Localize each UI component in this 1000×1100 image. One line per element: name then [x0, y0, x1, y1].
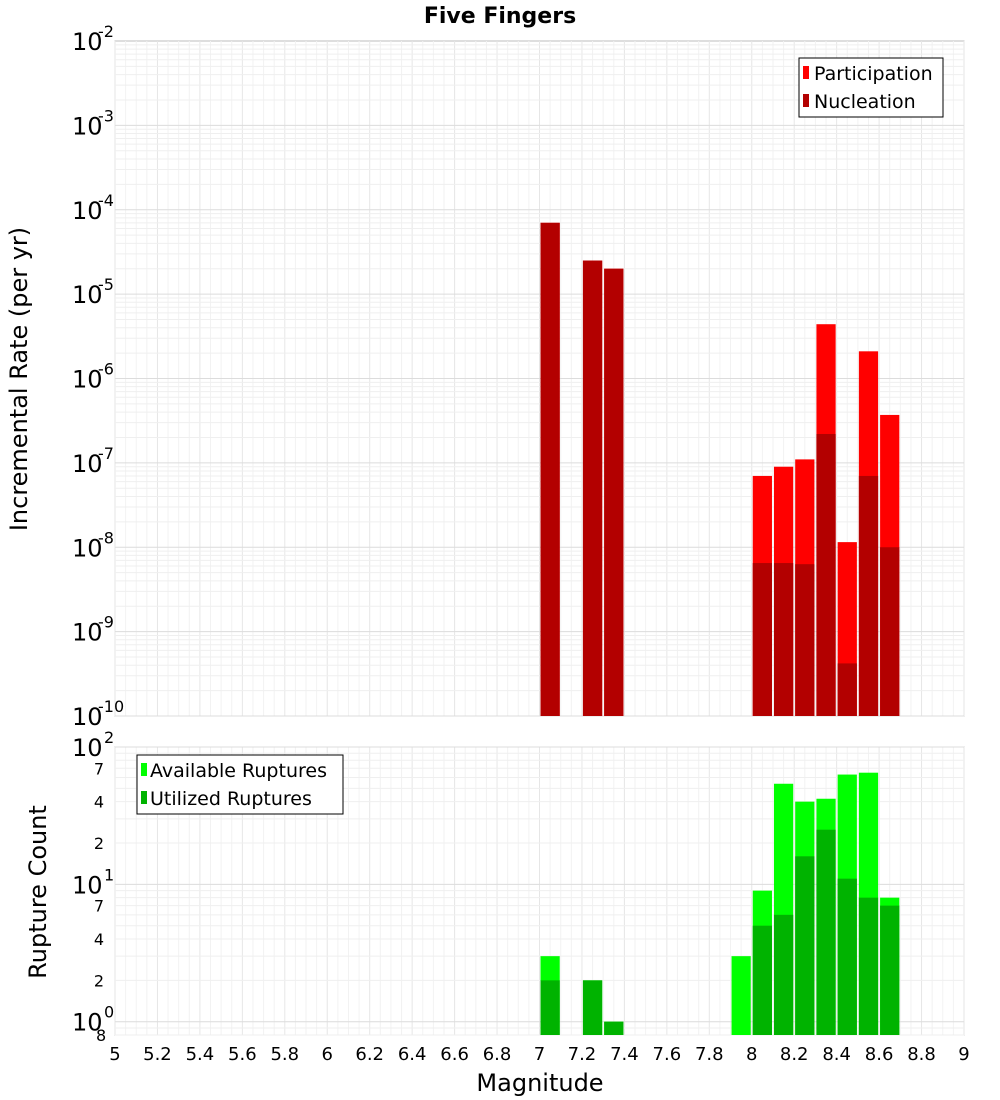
top-y-tick-label: 10: [72, 703, 103, 731]
top-y-tick-label: 10: [72, 450, 103, 478]
x-tick-label: 5: [109, 1044, 120, 1065]
bottom-y-tick-exponent: 1: [104, 865, 114, 884]
bottom-legend: Available Ruptures Utilized Ruptures: [136, 754, 344, 815]
bottom-y-minor-tick-label: 2: [94, 971, 104, 990]
top-y-tick-exponent: -3: [98, 106, 114, 125]
bottom-bars: [540, 772, 900, 1035]
legend-swatch-available: [141, 763, 147, 776]
x-tick-label: 6.2: [355, 1044, 384, 1065]
bottom-bar-b: [795, 856, 815, 1035]
x-tick-label: 8.8: [907, 1044, 936, 1065]
bottom-y-tick-exponent: 0: [104, 1003, 114, 1022]
top-legend: Participation Nucleation: [798, 57, 944, 118]
top-y-tick-exponent: -6: [98, 360, 114, 379]
top-y-tick-label: 10: [72, 28, 103, 56]
x-tick-label: 7.2: [568, 1044, 597, 1065]
x-tick-label: 7.8: [695, 1044, 724, 1065]
top-y-tick-label: 10: [72, 281, 103, 309]
legend-swatch-participation: [803, 66, 809, 79]
x-tick-label: 7: [534, 1044, 545, 1065]
x-tick-label: 6: [322, 1044, 333, 1065]
x-tick-label: 8.6: [865, 1044, 894, 1065]
top-bar-b: [816, 433, 836, 716]
bottom-y-tick-label: 10: [72, 734, 103, 762]
top-y-tick-exponent: -7: [98, 444, 114, 463]
x-tick-label: 6.4: [398, 1044, 427, 1065]
top-y-axis-label: Incremental Rate (per yr): [5, 227, 33, 531]
top-y-tick-label: 10: [72, 366, 103, 394]
bottom-bar-b: [604, 1021, 624, 1035]
bottom-y-minor-tick-label: 2: [94, 834, 104, 853]
x-ticks: 5 5.2 5.4 5.6 5.8 6 6.2 6.4 6.6 6.8 7 7.2 7.4 7.6 7.8 8…: [109, 1044, 969, 1065]
bottom-y-tick-label: 10: [72, 1009, 103, 1037]
top-y-tick-exponent: -9: [98, 613, 114, 632]
x-tick-label: 8.2: [780, 1044, 809, 1065]
x-tick-label: 7.6: [653, 1044, 682, 1065]
legend-swatch-nucleation: [803, 94, 809, 107]
bottom-y-tick-exponent: 2: [104, 728, 114, 747]
top-y-tick-exponent: -5: [98, 275, 114, 294]
top-y-tick-exponent: -8: [98, 528, 114, 547]
x-tick-label: 8.4: [822, 1044, 851, 1065]
bottom-legend-box: [136, 754, 344, 815]
x-tick-label: 5.2: [143, 1044, 172, 1065]
bottom-y-axis-label: Rupture Count: [24, 805, 52, 979]
top-y-tick-exponent: -4: [98, 191, 114, 210]
bottom-y-minor-tick-label: 4: [94, 930, 104, 949]
bottom-bar-b: [880, 905, 900, 1035]
x-tick-label: 6.8: [483, 1044, 512, 1065]
bottom-y-minor-tick-label: 4: [94, 793, 104, 812]
top-bar-b: [773, 563, 794, 716]
x-tick-label: 8: [746, 1044, 757, 1065]
top-bar-b: [540, 222, 560, 716]
x-tick-label: 5.4: [186, 1044, 215, 1065]
legend-label-utilized: Utilized Ruptures: [150, 788, 312, 810]
top-bar-b: [795, 564, 815, 716]
legend-label-participation: Participation: [814, 63, 933, 85]
top-y-tick-exponent: -2: [98, 22, 114, 41]
top-bars: [540, 222, 900, 716]
top-bar-b: [880, 547, 900, 716]
bottom-bar-b: [773, 914, 794, 1035]
legend-label-nucleation: Nucleation: [814, 91, 916, 113]
bottom-y-tick-label: 10: [72, 871, 103, 899]
bottom-y-minor-tick-label: 7: [94, 759, 104, 778]
top-bar-b: [837, 663, 857, 716]
bottom-bar-b: [816, 829, 836, 1035]
bottom-bar-a: [731, 956, 751, 1035]
legend-swatch-utilized: [141, 791, 147, 804]
bottom-bar-b: [540, 980, 560, 1035]
bottom-y-minor-tick-label: 7: [94, 897, 104, 916]
top-y-tick-label: 10: [72, 619, 103, 647]
x-tick-label: 5.8: [270, 1044, 299, 1065]
bottom-y-minor-tick-label: 8: [96, 1026, 106, 1045]
chart-title: Five Fingers: [424, 4, 576, 29]
top-y-tick-exponent: -10: [98, 697, 124, 716]
top-bar-b: [752, 563, 772, 716]
bottom-bar-b: [837, 878, 857, 1035]
x-tick-label: 6.6: [440, 1044, 469, 1065]
top-bar-b: [582, 260, 603, 716]
x-tick-label: 7.4: [610, 1044, 639, 1065]
bottom-bar-b: [752, 925, 772, 1035]
top-bar-b: [604, 268, 624, 716]
top-y-tick-label: 10: [72, 197, 103, 225]
x-tick-label: 9: [958, 1044, 969, 1065]
top-y-tick-label: 10: [72, 534, 103, 562]
top-gridlines: [114, 41, 965, 717]
top-y-tick-label: 10: [72, 112, 103, 140]
legend-label-available: Available Ruptures: [150, 760, 327, 782]
bottom-bar-b: [858, 897, 879, 1035]
bottom-bar-b: [582, 980, 603, 1035]
x-tick-label: 5.6: [228, 1044, 257, 1065]
x-axis-label: Magnitude: [476, 1069, 603, 1097]
top-bar-b: [858, 475, 879, 716]
top-legend-box: [798, 57, 944, 118]
